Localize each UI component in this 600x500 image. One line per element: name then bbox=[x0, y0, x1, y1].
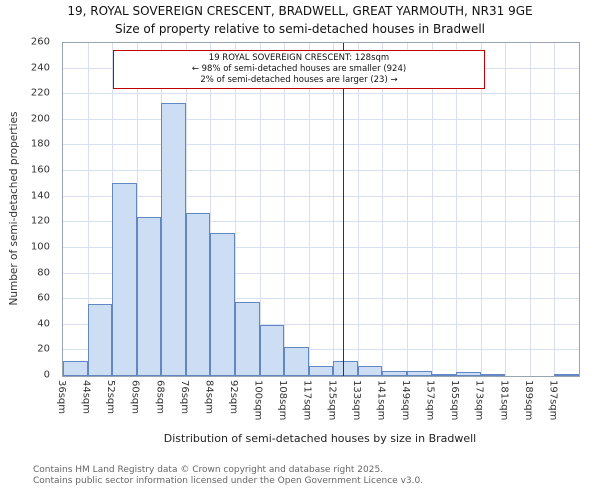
plot-area: 19 ROYAL SOVEREIGN CRESCENT: 128sqm ← 98… bbox=[62, 42, 580, 377]
h-gridline bbox=[63, 170, 579, 172]
y-tick-label: 240 bbox=[30, 62, 50, 74]
h-gridline bbox=[63, 349, 579, 351]
histogram-bar bbox=[284, 346, 309, 376]
v-gridline bbox=[185, 43, 187, 376]
histogram-bar bbox=[161, 103, 186, 376]
chart-title: 19, ROYAL SOVEREIGN CRESCENT, BRADWELL, … bbox=[67, 4, 533, 18]
histogram-bar bbox=[554, 374, 579, 376]
histogram-bar bbox=[112, 182, 137, 376]
annotation-larger-text: 2% of semi-detached houses are larger (2… bbox=[200, 75, 398, 85]
footer-line-2: Contains public sector information licen… bbox=[33, 476, 424, 486]
histogram-bar bbox=[63, 360, 88, 376]
x-tick-label: 100sqm bbox=[252, 380, 264, 421]
x-tick-label: 92sqm bbox=[227, 380, 239, 415]
h-gridline bbox=[63, 298, 579, 300]
x-tick-label: 189sqm bbox=[522, 380, 534, 421]
histogram-bar bbox=[431, 374, 457, 376]
v-gridline bbox=[235, 43, 236, 376]
v-gridline bbox=[456, 43, 458, 376]
x-tick-label: 157sqm bbox=[424, 380, 436, 421]
footer-line-1: Contains HM Land Registry data © Crown c… bbox=[33, 465, 384, 475]
property-size-marker-line bbox=[342, 43, 344, 376]
v-gridline bbox=[87, 43, 89, 376]
x-tick-label: 44sqm bbox=[80, 380, 92, 415]
v-gridline bbox=[431, 43, 433, 376]
h-gridline bbox=[63, 323, 579, 325]
x-tick-label: 181sqm bbox=[498, 380, 510, 421]
x-axis-title: Distribution of semi-detached houses by … bbox=[163, 432, 477, 445]
x-tick-label: 125sqm bbox=[326, 380, 338, 421]
annotation-box: 19 ROYAL SOVEREIGN CRESCENT: 128sqm ← 98… bbox=[113, 50, 485, 89]
y-tick-label: 60 bbox=[37, 292, 50, 304]
histogram-bar bbox=[185, 213, 211, 376]
annotation-title: 19 ROYAL SOVEREIGN CRESCENT: 128sqm bbox=[208, 53, 390, 63]
annotation-smaller-text: ← 98% of semi-detached houses are smalle… bbox=[191, 64, 407, 74]
license-footer: Contains HM Land Registry data © Crown c… bbox=[33, 465, 423, 487]
h-gridline bbox=[63, 246, 579, 248]
h-gridline bbox=[63, 221, 579, 223]
histogram-bar bbox=[357, 365, 383, 376]
histogram-bar bbox=[235, 301, 260, 376]
v-gridline bbox=[382, 43, 384, 376]
histogram-bar bbox=[480, 374, 506, 376]
v-gridline bbox=[505, 43, 507, 376]
x-tick-label: 76sqm bbox=[178, 380, 190, 415]
y-tick-label: 180 bbox=[30, 138, 50, 150]
histogram-bar bbox=[87, 304, 113, 376]
v-gridline bbox=[333, 43, 335, 376]
y-tick-label: 220 bbox=[30, 87, 50, 99]
y-tick-label: 140 bbox=[30, 190, 50, 202]
v-gridline bbox=[259, 43, 261, 376]
y-tick-label: 120 bbox=[30, 215, 50, 227]
v-gridline bbox=[284, 43, 286, 376]
x-tick-label: 84sqm bbox=[203, 380, 215, 415]
x-tick-label: 197sqm bbox=[547, 380, 559, 421]
v-gridline bbox=[529, 43, 531, 376]
x-tick-label: 108sqm bbox=[277, 380, 289, 421]
v-gridline bbox=[308, 43, 310, 376]
h-gridline bbox=[63, 195, 579, 197]
y-tick-label: 200 bbox=[30, 113, 50, 125]
histogram-bar bbox=[210, 232, 235, 376]
h-gridline bbox=[63, 144, 579, 146]
y-tick-label: 40 bbox=[37, 318, 50, 330]
v-gridline bbox=[554, 43, 556, 376]
x-tick-label: 133sqm bbox=[350, 380, 362, 421]
v-gridline bbox=[136, 43, 138, 376]
histogram-bar bbox=[136, 217, 162, 376]
x-tick-label: 36sqm bbox=[56, 380, 67, 415]
histogram-bar bbox=[259, 324, 285, 376]
histogram-bar bbox=[382, 370, 407, 376]
histogram-bar bbox=[407, 370, 432, 376]
h-gridline bbox=[63, 272, 579, 274]
y-tick-label: 260 bbox=[30, 36, 50, 48]
y-tick-label: 160 bbox=[30, 164, 50, 176]
y-axis-tick-labels: 0 20 40 60 80 100 120 140 160 180 200 220 240 260 bbox=[0, 37, 56, 381]
h-gridline bbox=[63, 118, 579, 120]
v-gridline bbox=[210, 43, 212, 376]
x-axis-tick-labels: 36sqm 44sqm 52sqm 60sqm 68sqm 76sqm 84sqm 92sqm… bbox=[56, 378, 578, 428]
y-tick-label: 0 bbox=[43, 369, 50, 381]
h-gridline bbox=[63, 93, 579, 95]
y-tick-label: 20 bbox=[37, 343, 50, 355]
v-gridline bbox=[407, 43, 408, 376]
x-tick-label: 149sqm bbox=[399, 380, 411, 421]
y-tick-label: 80 bbox=[37, 267, 50, 279]
histogram-bar bbox=[308, 365, 334, 376]
histogram-bar bbox=[456, 372, 481, 376]
x-tick-label: 165sqm bbox=[449, 380, 461, 421]
x-tick-label: 173sqm bbox=[473, 380, 485, 421]
y-tick-label: 100 bbox=[30, 241, 50, 253]
x-tick-label: 52sqm bbox=[105, 380, 117, 415]
v-gridline bbox=[357, 43, 359, 376]
v-gridline bbox=[480, 43, 482, 376]
x-tick-label: 68sqm bbox=[154, 380, 166, 415]
x-tick-label: 141sqm bbox=[375, 380, 387, 421]
x-tick-label: 60sqm bbox=[129, 380, 141, 415]
histogram-bar bbox=[333, 360, 358, 376]
x-tick-label: 117sqm bbox=[301, 380, 313, 421]
chart-subtitle: Size of property relative to semi-detach… bbox=[114, 22, 486, 36]
